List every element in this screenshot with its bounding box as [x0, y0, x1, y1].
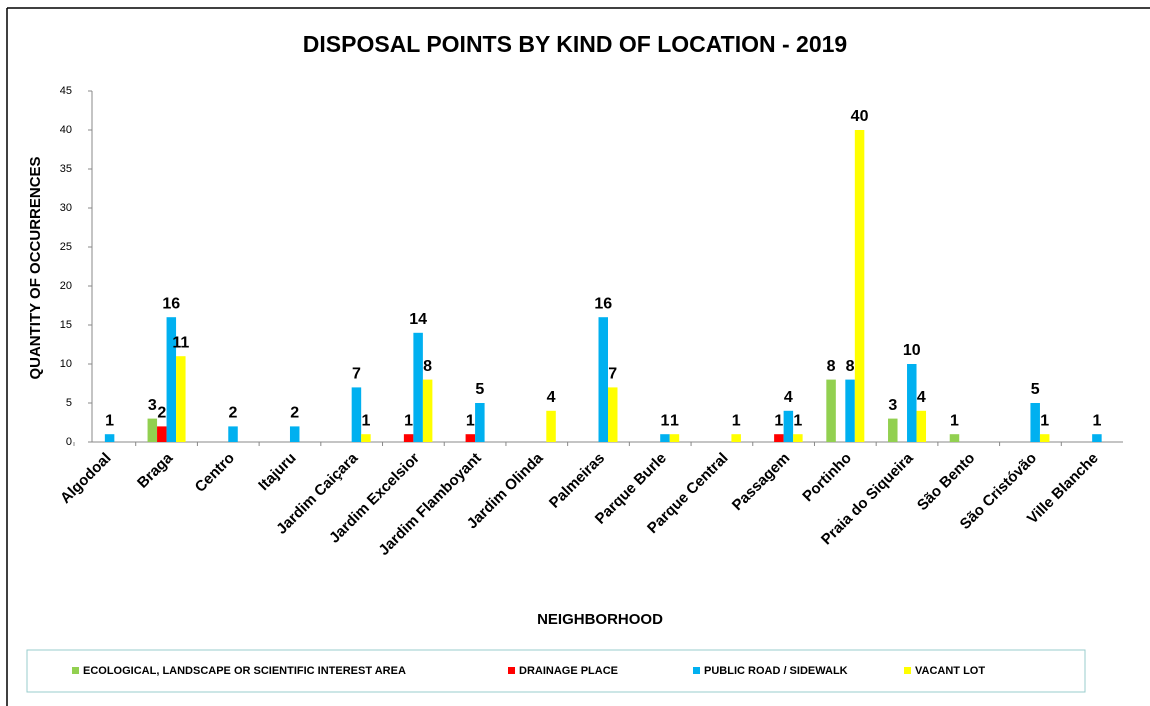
value-label: 11: [172, 334, 189, 351]
bar: [228, 426, 238, 442]
bar: [1092, 434, 1102, 442]
legend-label: PUBLIC ROAD / SIDEWALK: [704, 665, 848, 677]
bar: [176, 356, 186, 442]
bar: [949, 434, 960, 442]
bar: [793, 434, 803, 442]
bar: [475, 403, 485, 442]
value-label: 1: [361, 412, 370, 429]
bar: [289, 426, 300, 442]
value-label: 8: [846, 358, 855, 375]
x-tick-label: Centro: [192, 450, 238, 496]
value-label: 1: [105, 412, 114, 429]
y-axis-label: QUANTITY OF OCCURRENCES: [27, 156, 44, 379]
legend-swatch: [72, 667, 79, 674]
value-label: 4: [917, 389, 926, 406]
value-label: 2: [229, 405, 238, 422]
bar: [845, 379, 855, 442]
value-label: 4: [547, 389, 556, 406]
y-tick-label: 45: [60, 85, 72, 97]
value-label: 5: [475, 381, 484, 398]
value-label: 10: [903, 342, 921, 359]
bar: [731, 434, 741, 442]
bar: [888, 418, 898, 442]
value-label: 7: [352, 366, 361, 383]
value-label: 1: [950, 412, 959, 429]
legend-label: DRAINAGE PLACE: [519, 665, 618, 677]
bar: [157, 426, 167, 442]
y-tick-label: 30: [60, 202, 72, 214]
x-tick-label: Braga: [134, 449, 177, 492]
x-tick-label: Portinho: [799, 450, 855, 506]
value-label: 2: [290, 405, 299, 422]
legend-swatch: [508, 667, 515, 674]
value-label: 8: [423, 358, 432, 375]
bar: [413, 332, 423, 442]
x-tick-label: Itajuru: [255, 450, 299, 494]
legend-box: [26, 649, 1086, 693]
x-tick-label: Jardim Flamboyant: [375, 450, 484, 559]
value-label: 1: [774, 412, 783, 429]
bar: [104, 434, 115, 442]
x-tick-label: Passagem: [729, 450, 794, 515]
bar: [774, 434, 784, 442]
value-label: 1: [404, 412, 413, 429]
bar: [907, 364, 917, 442]
bar: [783, 410, 794, 442]
x-tick-label: Algodoal: [57, 450, 114, 507]
value-label: 3: [148, 397, 157, 414]
bar: [598, 317, 608, 442]
bar: [465, 434, 476, 442]
value-label: 2: [157, 405, 166, 422]
value-label: 1: [793, 412, 802, 429]
value-label: 1: [1040, 412, 1049, 429]
bar: [147, 418, 158, 442]
y-tick-label: 0: [66, 436, 72, 448]
value-label: 4: [784, 389, 793, 406]
bar: [1039, 434, 1050, 442]
value-label: 16: [162, 295, 180, 312]
bar: [608, 387, 618, 442]
x-tick-label: Palmeiras: [546, 450, 608, 512]
x-tick-label: São Bento: [914, 450, 978, 514]
y-tick-label: 10: [60, 358, 72, 370]
bar: [403, 434, 414, 442]
value-label: 1: [466, 412, 475, 429]
chart-title: DISPOSAL POINTS BY KIND OF LOCATION - 20…: [303, 31, 847, 57]
value-label: 1: [670, 412, 679, 429]
value-label: 3: [888, 397, 897, 414]
value-label: 14: [409, 311, 427, 328]
value-label: 5: [1031, 381, 1040, 398]
bar: [422, 379, 433, 442]
bar: [166, 317, 177, 442]
bar: [351, 387, 362, 442]
y-tick-label: 20: [60, 280, 72, 292]
bar: [1030, 403, 1040, 442]
y-tick-label: 25: [60, 241, 72, 253]
bar: [660, 434, 670, 442]
value-label: 8: [827, 358, 836, 375]
value-label: 1: [1092, 412, 1101, 429]
y-tick-label: 15: [60, 319, 72, 331]
x-axis-label: NEIGHBORHOOD: [537, 611, 663, 628]
bar: [826, 379, 836, 442]
bar: [916, 410, 927, 442]
value-label: 1: [732, 412, 741, 429]
value-label: 40: [851, 108, 869, 125]
legend-swatch: [693, 667, 700, 674]
bar: [669, 434, 680, 442]
legend-label: VACANT LOT: [915, 665, 985, 677]
value-label: 16: [594, 295, 612, 312]
legend-swatch: [904, 667, 911, 674]
legend-label: ECOLOGICAL, LANDSCAPE OR SCIENTIFIC INTE…: [83, 665, 406, 677]
y-tick-label: 5: [66, 397, 72, 409]
bar: [361, 434, 371, 442]
value-label: 7: [608, 366, 617, 383]
y-tick-label: 35: [60, 163, 72, 175]
y-tick-label: 40: [60, 124, 72, 136]
bar: [854, 130, 865, 442]
value-label: 1: [661, 412, 670, 429]
bar: [546, 410, 556, 442]
